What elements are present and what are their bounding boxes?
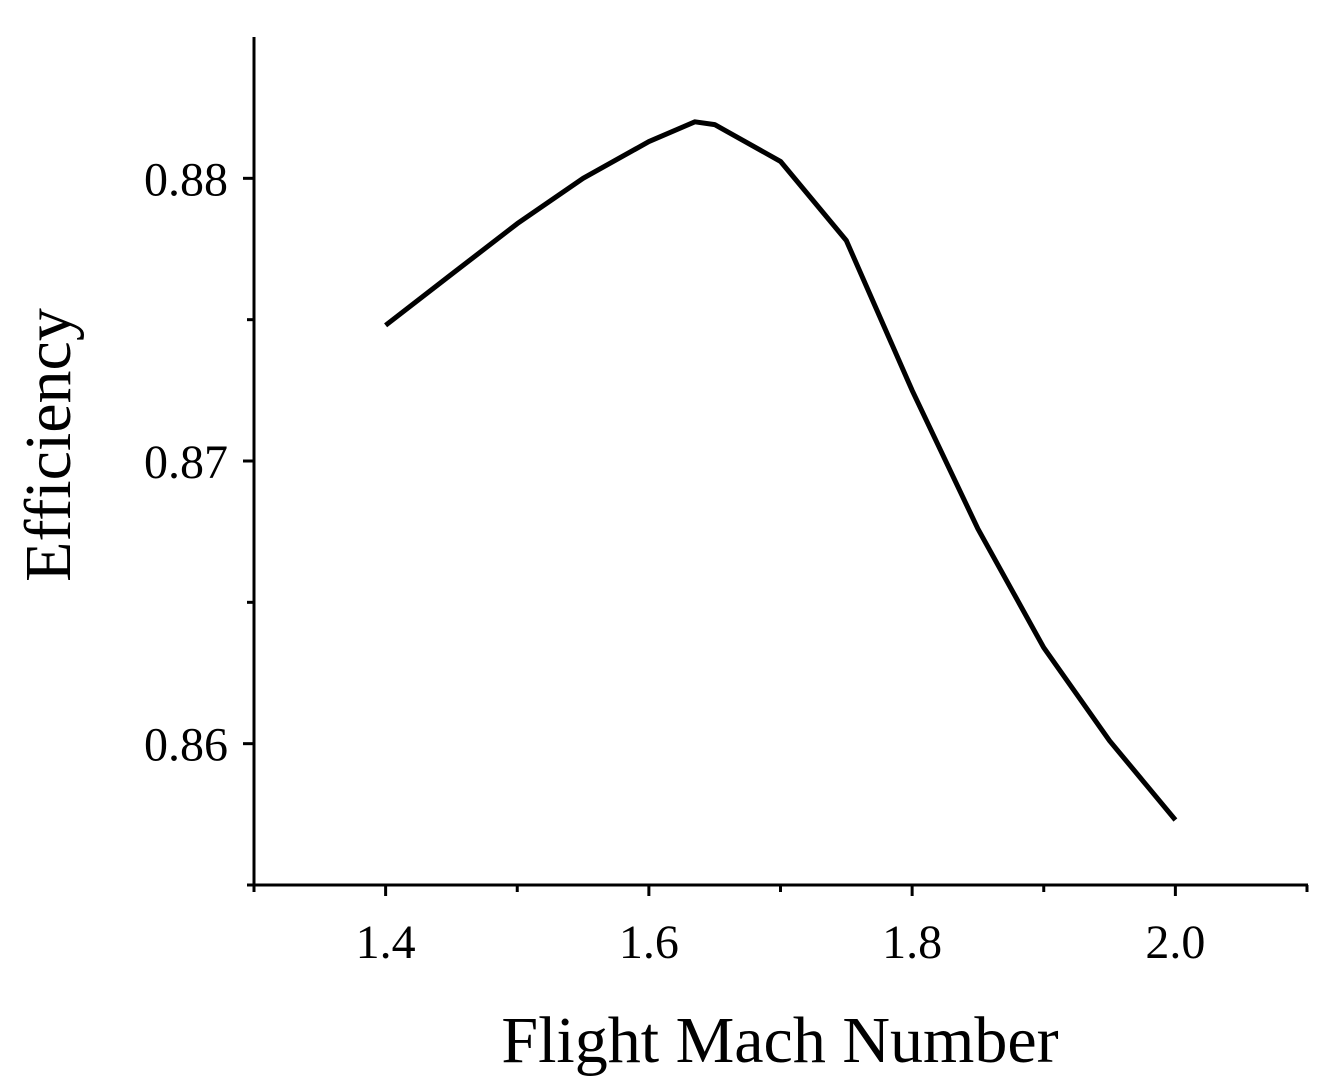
x-tick-label: 2.0	[1145, 916, 1205, 969]
x-tick-label: 1.8	[882, 916, 942, 969]
y-tick-label: 0.87	[144, 436, 228, 489]
y-axis-title: Efficiency	[12, 308, 85, 582]
y-tick-label: 0.88	[144, 153, 228, 206]
x-tick-label: 1.4	[356, 916, 416, 969]
y-tick-label: 0.86	[144, 719, 228, 772]
x-tick-label: 1.6	[619, 916, 679, 969]
x-axis-title: Flight Mach Number	[501, 1004, 1058, 1077]
data-line	[384, 119, 1178, 822]
